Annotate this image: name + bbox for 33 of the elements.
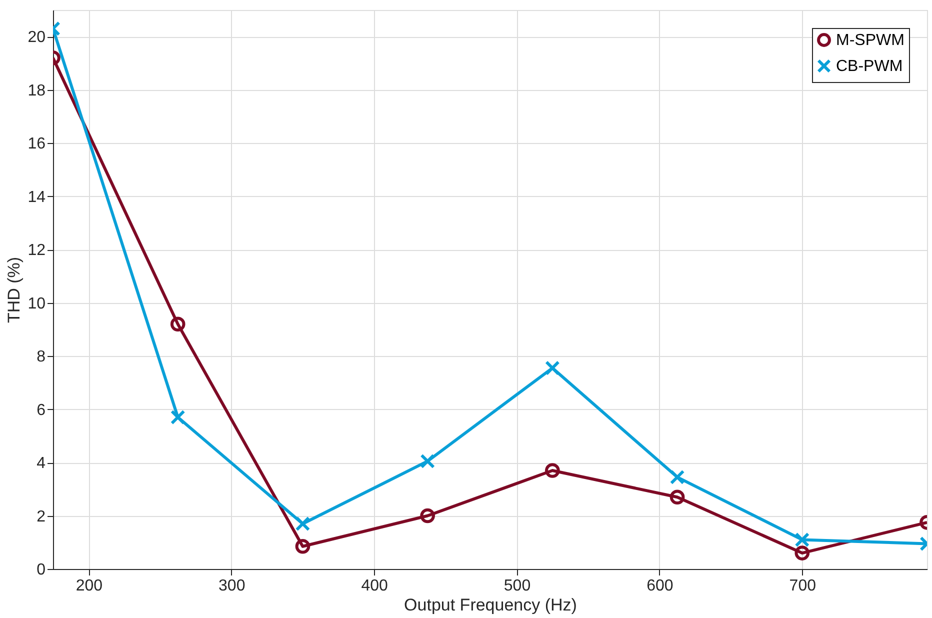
point [420, 508, 435, 524]
point [545, 463, 560, 478]
y-tick-label: 14 [28, 188, 46, 206]
point [295, 538, 310, 554]
y-tick-label: 2 [36, 508, 46, 526]
x-tick-label: 600 [646, 578, 674, 594]
point [794, 546, 810, 560]
point [170, 410, 186, 425]
legend-label: M-SPWM [836, 32, 904, 49]
y-tick-label: 16 [28, 136, 46, 153]
x-tick-label: 400 [361, 578, 388, 594]
point [794, 532, 810, 548]
y-tick-label: 10 [28, 295, 46, 312]
legend-label: CB-PWM [836, 58, 903, 75]
point [670, 470, 685, 485]
y-tick-label: 18 [28, 82, 46, 100]
x-tick-label: 500 [504, 578, 531, 594]
y-tick-label: 6 [36, 402, 46, 419]
point [670, 490, 685, 505]
x-tick-label: 300 [218, 578, 246, 594]
x-tick-label: 700 [789, 578, 816, 594]
y-tick-label: 8 [36, 348, 46, 366]
point [420, 454, 435, 469]
x-tick-label: 200 [76, 578, 103, 594]
y-tick-label: 20 [28, 29, 46, 46]
point [295, 516, 310, 532]
y-tick-label: 4 [36, 455, 46, 472]
y-tick-label: 0 [36, 562, 46, 578]
x-axis-title: Output Frequency (Hz) [404, 596, 577, 614]
y-tick-label: 12 [28, 242, 46, 260]
y-axis-title: THD (%) [4, 256, 24, 324]
point [545, 360, 560, 376]
point [170, 316, 186, 332]
